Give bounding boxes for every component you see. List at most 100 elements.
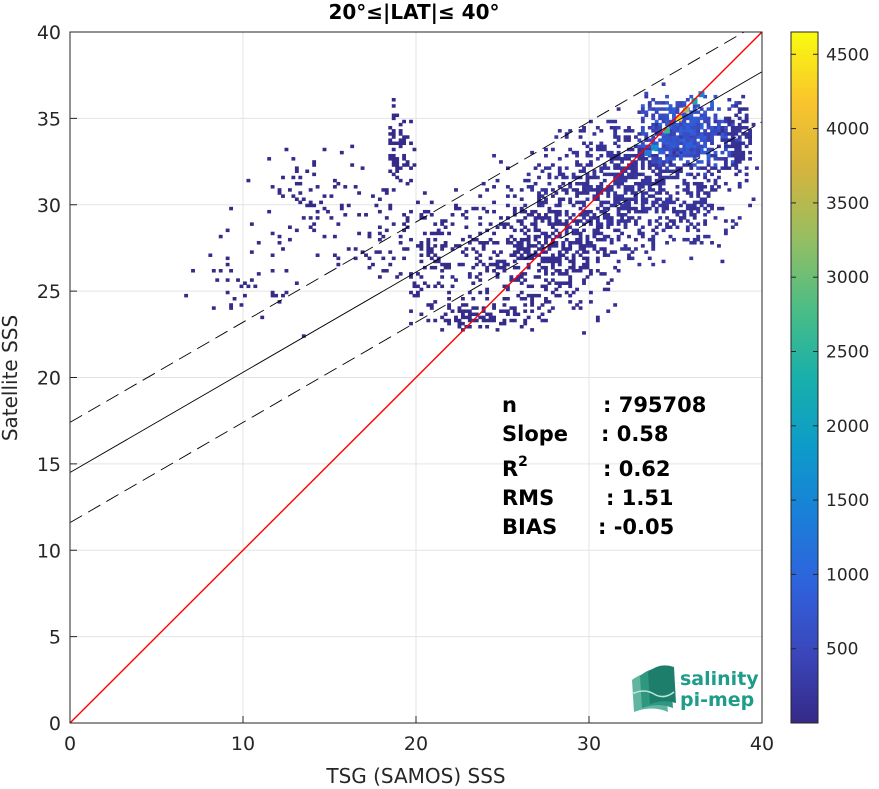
density-cell: [713, 94, 718, 99]
density-cell: [502, 284, 507, 289]
density-cell: [367, 256, 372, 261]
density-cell: [640, 225, 645, 229]
density-cell: [699, 113, 704, 118]
density-cell: [651, 129, 656, 133]
density-cell: [578, 169, 583, 174]
density-cell: [595, 206, 600, 211]
density-cell: [388, 169, 393, 174]
density-cell: [623, 206, 628, 211]
density-cell: [512, 253, 517, 257]
density-cell: [696, 188, 701, 192]
density-cell: [426, 318, 431, 323]
density-cell: [644, 94, 649, 99]
density-cell: [692, 147, 697, 152]
density-cell: [734, 129, 739, 133]
density-cell: [661, 203, 666, 208]
density-cell: [637, 147, 642, 152]
density-cell: [530, 296, 535, 301]
density-cell: [589, 300, 593, 304]
y-tick-label: 10: [37, 540, 61, 562]
density-cell: [633, 191, 638, 195]
density-cell: [367, 234, 372, 239]
density-cell: [685, 181, 690, 186]
density-cell: [734, 222, 739, 226]
density-cell: [516, 241, 521, 245]
density-cell: [658, 191, 663, 195]
density-cell: [689, 172, 694, 177]
density-cell: [495, 253, 500, 257]
density-cell: [710, 241, 714, 245]
density-cell: [516, 265, 521, 270]
density-cell: [585, 150, 590, 155]
density-cell: [474, 206, 479, 211]
density-cell: [751, 197, 756, 202]
density-cell: [540, 312, 545, 317]
density-cell: [568, 259, 573, 264]
density-cell: [364, 213, 368, 217]
density-cell: [243, 281, 247, 285]
density-cell: [737, 138, 742, 142]
density-cell: [651, 244, 656, 248]
density-cell: [505, 237, 510, 242]
density-cell: [512, 194, 517, 198]
density-cell: [575, 231, 580, 236]
density-cell: [585, 163, 590, 167]
density-cell: [467, 234, 472, 239]
density-cell: [398, 132, 403, 136]
density-cell: [654, 129, 659, 133]
density-cell: [526, 234, 531, 239]
density-cell: [339, 206, 344, 211]
density-cell: [654, 163, 659, 167]
density-cell: [585, 241, 590, 245]
density-cell: [661, 160, 666, 164]
density-cell: [606, 153, 611, 158]
density-cell: [706, 119, 711, 124]
density-cell: [495, 178, 500, 183]
density-cell: [544, 234, 548, 239]
density-cell: [623, 200, 628, 205]
density-cell: [519, 256, 524, 261]
density-cell: [640, 157, 645, 161]
density-cell: [640, 132, 645, 136]
density-cell: [734, 113, 739, 118]
density-cell: [595, 197, 600, 202]
colorbar-tick-label: 4000: [826, 120, 869, 140]
density-cell: [460, 303, 465, 307]
density-cell: [332, 178, 337, 183]
density-cell: [357, 231, 362, 236]
density-cell: [613, 191, 618, 195]
density-cell: [474, 306, 479, 310]
density-cell: [654, 225, 659, 229]
density-cell: [374, 203, 379, 208]
density-cell: [606, 188, 611, 192]
density-cell: [633, 219, 638, 223]
density-cell: [422, 216, 427, 220]
density-cell: [526, 172, 531, 177]
density-cell: [647, 166, 652, 170]
density-cell: [578, 213, 583, 217]
density-cell: [717, 175, 721, 180]
density-cell: [554, 203, 559, 208]
density-cell: [699, 188, 704, 192]
density-cell: [658, 181, 663, 186]
density-cell: [426, 284, 431, 289]
density-cell: [748, 138, 753, 142]
density-cell: [405, 219, 410, 223]
density-cell: [578, 300, 583, 304]
density-cell: [568, 284, 573, 289]
density-cell: [471, 206, 476, 211]
density-cell: [685, 97, 690, 102]
density-cell: [613, 194, 618, 198]
density-cell: [595, 125, 600, 130]
density-cell: [471, 296, 476, 301]
density-cell: [499, 160, 503, 164]
density-cell: [647, 206, 652, 211]
density-cell: [723, 119, 728, 124]
density-cell: [537, 194, 541, 198]
density-cell: [744, 119, 749, 124]
density-cell: [644, 135, 649, 139]
density-cell: [512, 209, 517, 214]
density-cell: [388, 250, 393, 254]
stat-n-value: : 795708: [603, 393, 706, 417]
density-cell: [616, 181, 621, 186]
